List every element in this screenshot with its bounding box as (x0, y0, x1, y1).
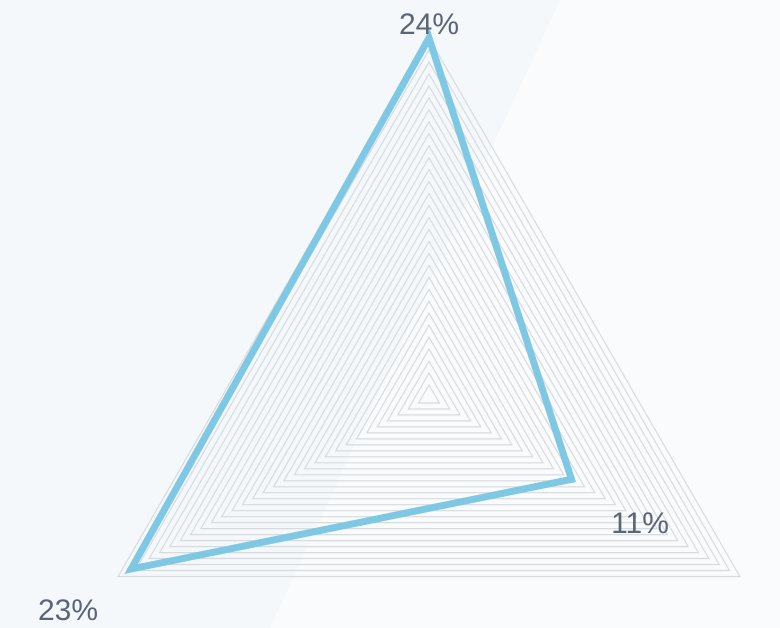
grid-ring (365, 324, 493, 434)
grid-ring (117, 36, 741, 578)
grid-ring (313, 264, 545, 464)
grid-ring (334, 288, 524, 452)
grid-ring (262, 204, 596, 494)
grid-ring (303, 252, 555, 470)
grid-ring (241, 180, 617, 506)
grid-ring (251, 192, 607, 500)
grid-ring (396, 359, 462, 416)
grid-ring (293, 240, 565, 476)
grid-ring (272, 216, 586, 488)
grid-ring (168, 96, 690, 548)
grid-ring (324, 276, 534, 458)
value-label-right: 11% (611, 507, 669, 540)
grid-ring (179, 108, 679, 542)
grid-ring (376, 336, 482, 428)
grid-ring (137, 60, 721, 566)
grid-ring (210, 144, 648, 524)
value-label-top: 24% (399, 8, 459, 41)
series-polygon (124, 29, 577, 574)
background-band (270, 0, 780, 628)
grid-ring (220, 156, 638, 518)
grid-ring (407, 371, 451, 410)
value-labels: 24% 11% 23% (38, 8, 669, 627)
grid-ring (282, 228, 576, 482)
grid-ring (355, 311, 503, 440)
grid-ring (345, 300, 513, 446)
grid-ring (386, 347, 472, 422)
grid-ring (148, 72, 710, 560)
grid-ring (189, 120, 669, 536)
grid-ring (417, 383, 441, 404)
grid-ring (199, 132, 659, 530)
value-label-left: 23% (38, 594, 98, 627)
grid-ring (158, 84, 700, 554)
